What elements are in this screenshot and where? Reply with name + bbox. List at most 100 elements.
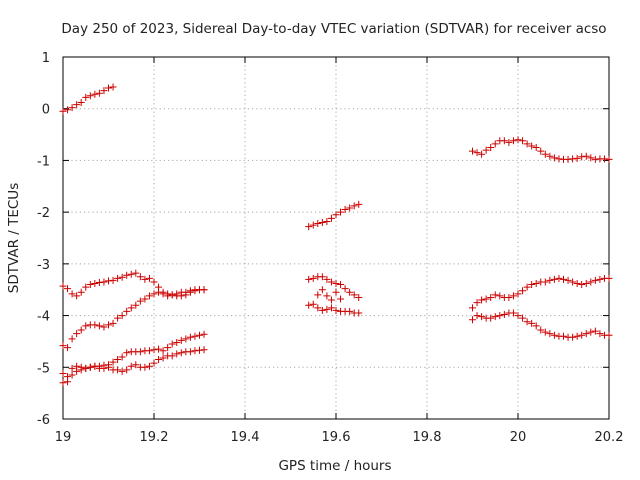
data-point [332,306,340,314]
data-point [305,301,313,309]
data-point [114,356,122,364]
data-point [318,273,326,281]
data-point [491,140,499,148]
y-tick-label: -1 [37,154,50,169]
data-point [173,338,181,346]
data-point [523,140,531,148]
data-point [68,104,76,112]
y-tick-label: -6 [37,413,50,428]
data-point [569,333,577,341]
data-point [482,295,490,303]
data-point [68,290,76,298]
data-point [200,286,208,294]
data-point [346,307,354,315]
data-point [519,137,527,145]
data-point [59,379,67,387]
data-point [164,292,172,300]
y-tick-label: -2 [37,206,50,221]
data-point [73,292,81,300]
data-point [118,353,126,361]
data-point [200,330,208,338]
data-point [582,280,590,288]
data-point [487,314,495,322]
data-point [145,292,153,300]
data-point [68,364,76,372]
data-point [323,275,331,283]
data-point [132,361,140,369]
data-point [546,276,554,284]
data-point [323,217,331,225]
data-point [587,154,595,162]
series-arc-c [59,286,208,352]
data-point [318,218,326,226]
data-point [150,346,158,354]
data-point [68,371,76,379]
data-point [91,90,99,98]
chart-title: Day 250 of 2023, Sidereal Day-to-day VTE… [61,21,606,37]
data-point [596,275,604,283]
data-point [591,276,599,284]
data-point [505,293,513,301]
series-arc-f [305,200,363,231]
data-point [136,273,144,281]
data-point [159,347,167,355]
data-point [145,362,153,370]
data-point [500,137,508,145]
data-point [82,364,90,372]
x-tick-label: 19.6 [322,430,351,445]
data-point [168,291,176,299]
x-tick-label: 20 [510,430,527,445]
data-point [109,83,117,91]
data-point [145,347,153,355]
data-point [196,331,203,339]
data-point [318,306,326,314]
data-point [59,282,67,290]
data-point [496,292,504,300]
data-point [95,278,103,286]
data-point [482,146,490,154]
data-point [91,321,99,329]
data-point [177,349,185,357]
data-point [309,274,317,282]
data-point [73,362,81,370]
data-point [578,153,586,161]
data-point [573,280,581,288]
data-point [91,280,99,288]
data-point [305,275,313,283]
data-point [600,155,608,163]
series-arc-j [469,136,613,163]
data-point [141,295,149,303]
data-point [560,275,567,283]
data-point [487,144,495,151]
data-point [196,346,203,354]
data-point [596,330,604,338]
data-point [528,142,536,150]
data-point [136,297,144,305]
data-point [64,344,72,352]
data-point [132,301,140,309]
data-point [337,295,345,303]
data-point [100,323,108,331]
data-point [469,304,476,312]
data-point [314,220,322,228]
data-point [77,288,85,296]
data-point [305,223,313,231]
data-point [141,275,149,283]
data-point [355,200,363,208]
data-point [587,328,595,336]
data-point [123,366,131,374]
data-point [118,273,126,281]
data-point [141,363,149,371]
data-point [173,350,181,358]
data-point [59,342,67,350]
data-point [555,274,563,282]
data-point [127,270,135,278]
data-point [532,144,540,151]
series-arc-g [305,273,363,301]
data-point [591,327,599,335]
data-point [155,356,163,364]
data-point [582,152,590,160]
marks-layer [59,83,613,387]
data-point [473,299,481,307]
